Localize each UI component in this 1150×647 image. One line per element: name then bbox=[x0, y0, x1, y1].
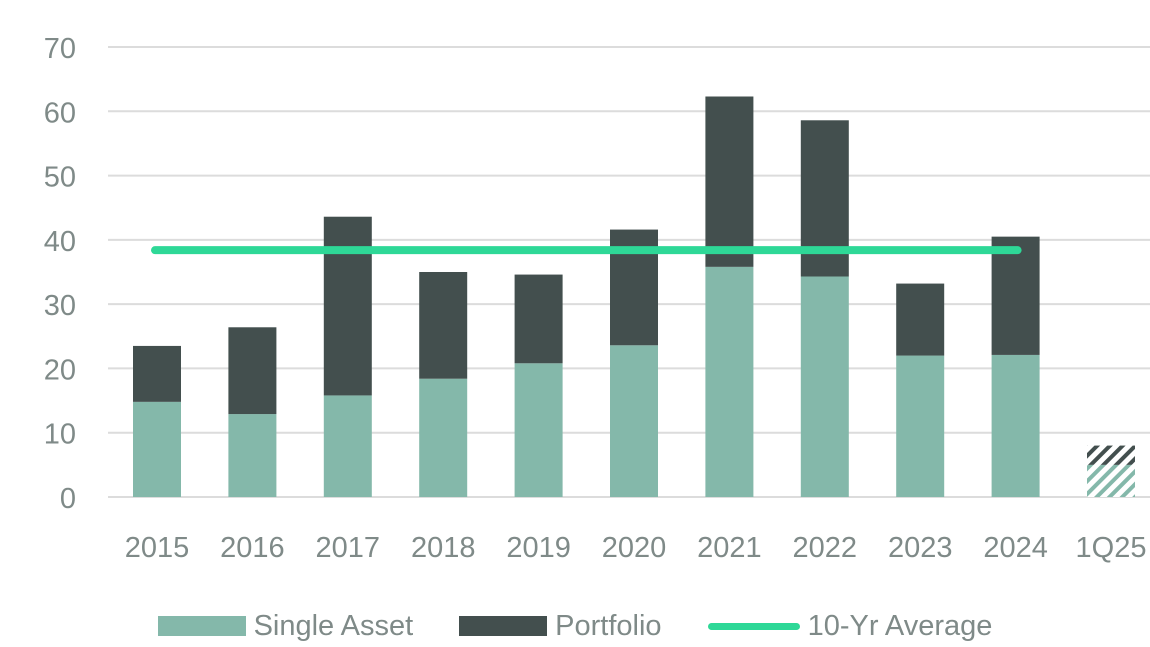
legend-item-single-asset: Single Asset bbox=[157, 609, 414, 643]
x-tick-label: 2019 bbox=[506, 532, 571, 564]
legend-item-portfolio: Portfolio bbox=[459, 609, 662, 643]
bar-portfolio bbox=[705, 96, 754, 267]
stacked-bar-chart: 0 10 20 30 40 50 60 70 2015 2016 2017 2018 2019 2020… bbox=[44, 33, 1150, 564]
y-tick-label: 70 bbox=[44, 33, 76, 65]
bar-single-asset bbox=[896, 355, 945, 497]
single-asset-swatch bbox=[157, 616, 246, 636]
x-tick-label: 2023 bbox=[888, 532, 953, 564]
legend-item-average: 10-Yr Average bbox=[707, 609, 993, 643]
x-tick-label: 2015 bbox=[125, 532, 190, 564]
bars bbox=[133, 96, 1135, 497]
bar-portfolio bbox=[514, 274, 563, 364]
legend: Single Asset Portfolio 10-Yr Average bbox=[0, 606, 1150, 646]
bar-portfolio bbox=[896, 283, 945, 356]
y-tick-label: 40 bbox=[44, 226, 76, 258]
bar-portfolio bbox=[991, 236, 1040, 355]
bar-single-asset bbox=[228, 414, 277, 497]
bar-portfolio bbox=[1087, 445, 1135, 465]
bar-single-asset bbox=[323, 395, 372, 497]
bar-portfolio bbox=[419, 272, 468, 379]
y-axis-ticks: 0 10 20 30 40 50 60 70 bbox=[44, 33, 76, 515]
y-tick-label: 0 bbox=[60, 483, 76, 515]
bar-single-asset bbox=[610, 345, 658, 497]
y-tick-label: 10 bbox=[44, 419, 76, 451]
x-tick-label: 2021 bbox=[697, 532, 762, 564]
bar-single-asset bbox=[514, 363, 563, 497]
y-tick-label: 20 bbox=[44, 354, 76, 386]
y-tick-label: 30 bbox=[44, 290, 76, 322]
x-tick-label: 2018 bbox=[411, 532, 476, 564]
bar-single-asset bbox=[133, 401, 181, 497]
x-tick-label: 1Q25 bbox=[1076, 532, 1147, 564]
average-line-swatch bbox=[707, 622, 800, 630]
x-tick-label: 2020 bbox=[602, 532, 667, 564]
x-tick-label: 2017 bbox=[316, 532, 381, 564]
legend-label-portfolio: Portfolio bbox=[555, 609, 662, 642]
legend-label-average: 10-Yr Average bbox=[807, 609, 993, 642]
bar-single-asset bbox=[705, 266, 754, 497]
bar-single-asset bbox=[991, 354, 1040, 497]
y-tick-label: 60 bbox=[44, 97, 76, 129]
bar-single-asset bbox=[419, 378, 468, 497]
bar-single-asset bbox=[1087, 464, 1135, 497]
x-tick-label: 2022 bbox=[793, 532, 858, 564]
legend-label-single-asset: Single Asset bbox=[253, 609, 414, 642]
x-tick-label: 2016 bbox=[220, 532, 285, 564]
portfolio-swatch bbox=[459, 616, 548, 636]
x-axis-ticks: 2015 2016 2017 2018 2019 2020 2021 2022 2023 2024… bbox=[125, 532, 1147, 564]
bar-portfolio bbox=[133, 345, 181, 402]
bar-portfolio bbox=[323, 216, 372, 396]
y-tick-label: 50 bbox=[44, 162, 76, 194]
bar-portfolio bbox=[228, 327, 277, 415]
x-tick-label: 2024 bbox=[983, 532, 1048, 564]
bar-single-asset bbox=[800, 276, 849, 497]
